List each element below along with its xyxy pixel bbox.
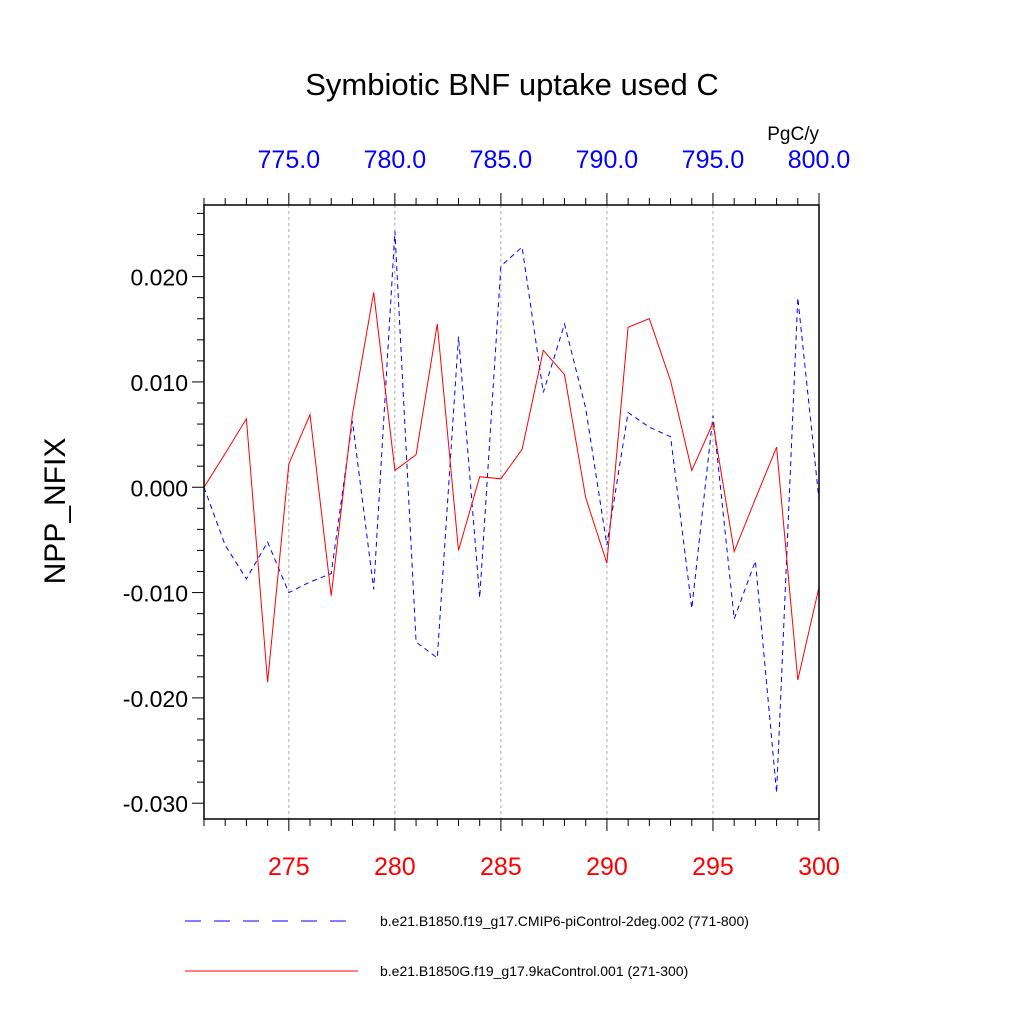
x-tick-label-top: 795.0 <box>682 146 745 174</box>
y-tick-label: -0.020 <box>123 686 188 712</box>
series-line-1 <box>203 231 820 793</box>
x-tick-label-bottom: 290 <box>586 853 628 881</box>
x-tick-label-bottom: 280 <box>374 853 416 881</box>
y-tick-label: 0.010 <box>130 370 188 396</box>
x-tick-label-top: 790.0 <box>576 146 639 174</box>
axis-ticks <box>192 193 820 831</box>
y-tick-label: 0.020 <box>130 265 188 291</box>
x-tick-label-top: 775.0 <box>258 146 321 174</box>
x-tick-label-top: 785.0 <box>470 146 533 174</box>
y-tick-label: -0.010 <box>123 581 188 607</box>
y-tick-label: 0.000 <box>130 475 188 501</box>
x-tick-label-top: 800.0 <box>788 146 851 174</box>
x-tick-label-bottom: 295 <box>692 853 734 881</box>
x-tick-label-top: 780.0 <box>364 146 427 174</box>
series-line-2 <box>203 292 820 683</box>
legend-label-1: b.e21.B1850.f19_g17.CMIP6-piControl-2deg… <box>380 913 749 929</box>
plot-frame <box>203 204 820 820</box>
gridlines <box>288 205 714 819</box>
x-tick-label-bottom: 300 <box>798 853 840 881</box>
x-tick-label-bottom: 275 <box>268 853 310 881</box>
legend: b.e21.B1850.f19_g17.CMIP6-piControl-2deg… <box>185 913 749 979</box>
tick-labels: 0.020 0.010 0.000 -0.010 -0.020 -0.030 275 280 2… <box>123 146 851 881</box>
y-axis-label: NPP_NFIX <box>39 438 72 585</box>
series-lines <box>203 231 820 793</box>
x-tick-label-bottom: 285 <box>480 853 522 881</box>
y-tick-label: -0.030 <box>123 791 188 817</box>
units-label: PgC/y <box>767 124 819 145</box>
legend-label-2: b.e21.B1850G.f19_g17.9kaControl.001 (271… <box>380 963 688 979</box>
chart-title: Symbiotic BNF uptake used C <box>305 67 719 102</box>
